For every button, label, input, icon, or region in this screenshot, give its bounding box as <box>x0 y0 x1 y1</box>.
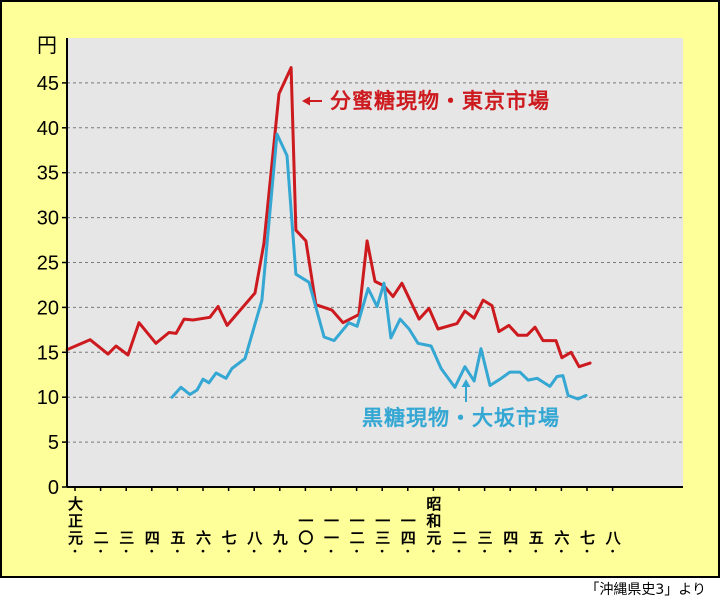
y-axis-unit-label: 円 <box>37 35 57 57</box>
y-tick-label: 45 <box>37 73 59 95</box>
chart-frame: 0 5 10 15 20 25 30 35 40 45 円 大正元・二・三・四・五・六・七・八・九… <box>0 0 720 578</box>
y-tick-label: 25 <box>37 253 59 275</box>
line-chart: 0 5 10 15 20 25 30 35 40 45 円 <box>37 35 683 499</box>
y-tick-label: 30 <box>37 208 59 230</box>
y-tick-label: 5 <box>48 432 59 454</box>
arrow-left-icon <box>302 96 322 106</box>
y-tick-label: 10 <box>37 387 59 409</box>
series-line-osaka <box>170 132 588 401</box>
series-label-osaka: 黒糖現物・大坂市場 <box>362 406 560 430</box>
gridlines <box>67 82 683 443</box>
y-tick-label: 20 <box>37 297 59 319</box>
arrow-up-icon <box>461 379 471 402</box>
series-layer <box>65 66 592 401</box>
y-tick-label: 35 <box>37 163 59 185</box>
source-note: 「沖縄県史3」より <box>585 582 706 598</box>
axes: 0 5 10 15 20 25 30 35 40 45 <box>37 38 683 499</box>
y-tick-label: 15 <box>37 342 59 364</box>
series-line-tokyo <box>65 66 592 369</box>
series-label-tokyo: 分蜜糖現物・東京市場 <box>330 89 550 113</box>
y-tick-label: 40 <box>37 118 59 140</box>
y-tick-label: 0 <box>48 477 59 499</box>
